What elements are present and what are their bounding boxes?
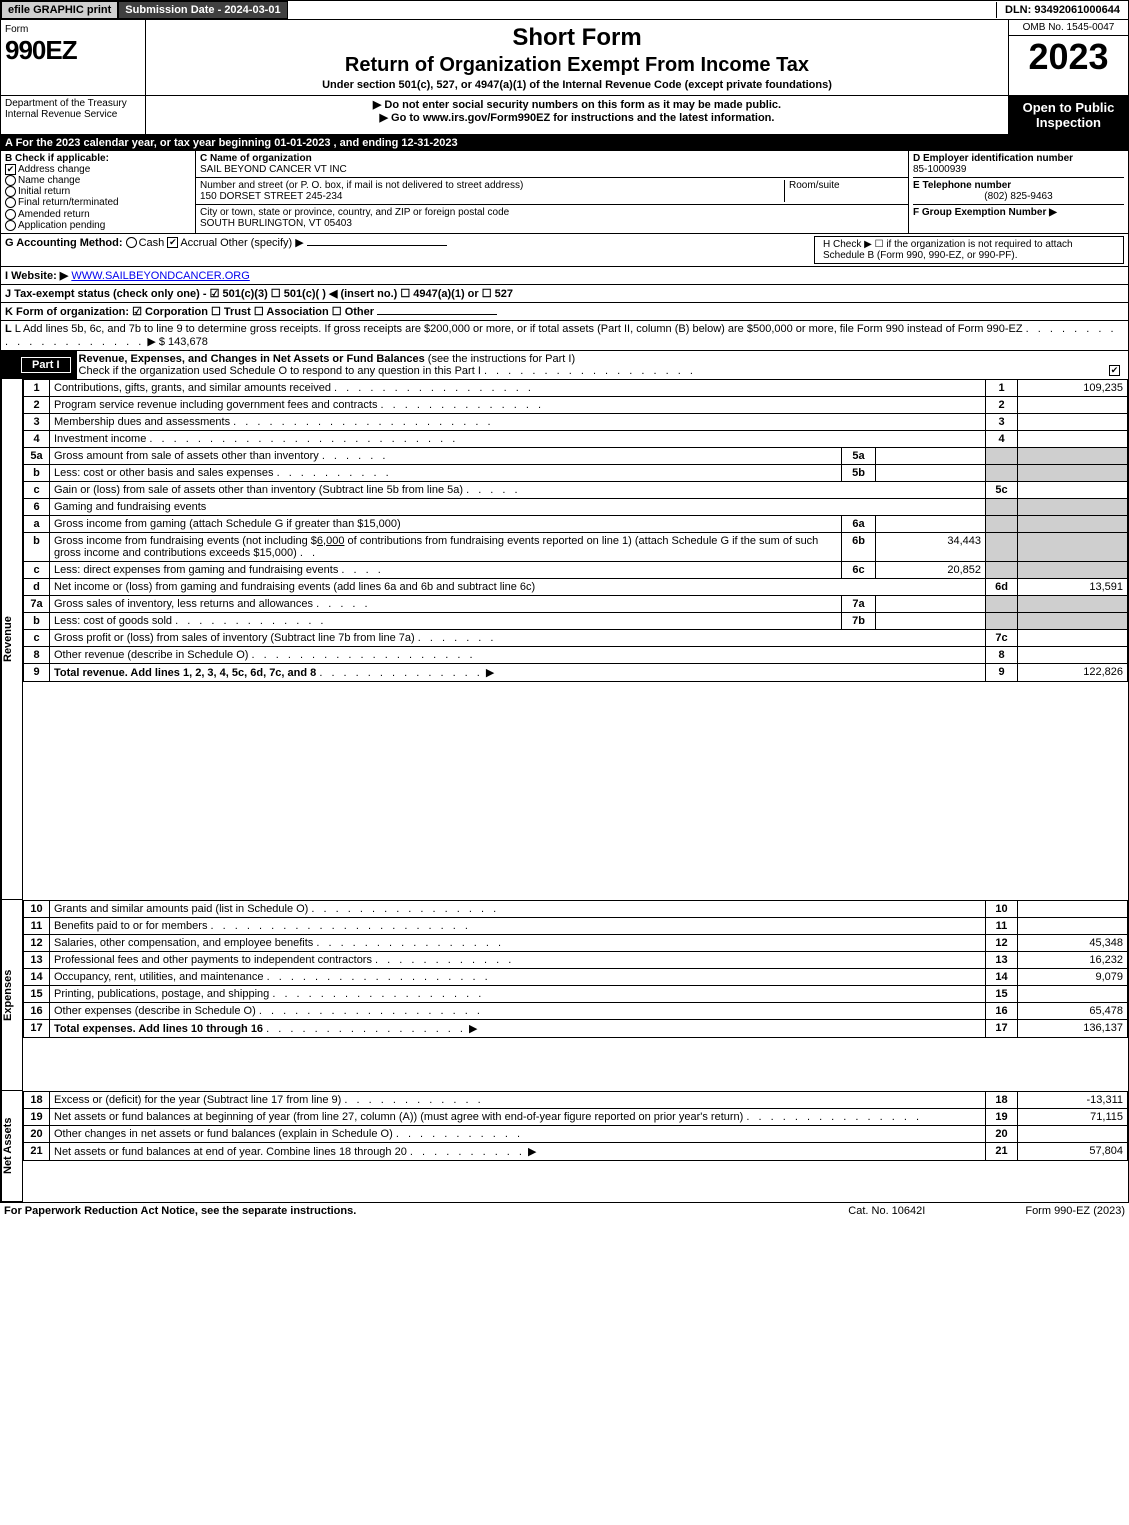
line-5b: bLess: cost or other basis and sales exp… bbox=[24, 464, 1128, 481]
line-14: 14Occupancy, rent, utilities, and mainte… bbox=[24, 968, 1128, 985]
line-5a: 5aGross amount from sale of assets other… bbox=[24, 447, 1128, 464]
radio-cash[interactable] bbox=[126, 237, 137, 248]
top-bar: efile GRAPHIC print Submission Date - 20… bbox=[1, 1, 1128, 20]
expenses-table: 10Grants and similar amounts paid (list … bbox=[23, 900, 1128, 1038]
line-9: 9Total revenue. Add lines 1, 2, 3, 4, 5c… bbox=[24, 663, 1128, 681]
line-13: 13Professional fees and other payments t… bbox=[24, 951, 1128, 968]
line-17: 17Total expenses. Add lines 10 through 1… bbox=[24, 1019, 1128, 1037]
line-6c: cLess: direct expenses from gaming and f… bbox=[24, 561, 1128, 578]
tax-year: 2023 bbox=[1009, 36, 1128, 78]
line-5c: cGain or (loss) from sale of assets othe… bbox=[24, 481, 1128, 498]
street-address: 150 DORSET STREET 245-234 bbox=[200, 191, 784, 202]
instructions-link[interactable]: ▶ Go to www.irs.gov/Form990EZ for instru… bbox=[148, 111, 1006, 124]
checkbox-initial-return[interactable] bbox=[5, 186, 16, 197]
line-19: 19Net assets or fund balances at beginni… bbox=[24, 1108, 1128, 1125]
section-i: I Website: ▶ WWW.SAILBEYONDCANCER.ORG bbox=[5, 269, 1124, 282]
short-form-title: Short Form bbox=[150, 24, 1004, 52]
section-h: H Check ▶ ☐ if the organization is not r… bbox=[814, 236, 1124, 264]
line-11: 11Benefits paid to or for members . . . … bbox=[24, 917, 1128, 934]
line-3: 3Membership dues and assessments . . . .… bbox=[24, 413, 1128, 430]
subtitle: Under section 501(c), 527, or 4947(a)(1)… bbox=[150, 79, 1004, 91]
line-6: 6Gaming and fundraising events bbox=[24, 498, 1128, 515]
section-j: J Tax-exempt status (check only one) - ☑… bbox=[5, 287, 1124, 300]
form-label: Form bbox=[5, 24, 141, 35]
checkbox-name-change[interactable] bbox=[5, 175, 16, 186]
part-i-header: Part I Revenue, Expenses, and Changes in… bbox=[1, 351, 1128, 379]
website-link[interactable]: WWW.SAILBEYONDCANCER.ORG bbox=[71, 270, 249, 282]
line-15: 15Printing, publications, postage, and s… bbox=[24, 985, 1128, 1002]
expenses-side-label: Expenses bbox=[2, 900, 14, 1090]
line-2: 2Program service revenue including gover… bbox=[24, 396, 1128, 413]
line-8: 8Other revenue (describe in Schedule O) … bbox=[24, 646, 1128, 663]
section-g: G Accounting Method: Cash Accrual Other … bbox=[5, 236, 810, 264]
line-4: 4Investment income . . . . . . . . . . .… bbox=[24, 430, 1128, 447]
line-1: 1Contributions, gifts, grants, and simil… bbox=[24, 379, 1128, 396]
line-a-tax-year: A For the 2023 calendar year, or tax yea… bbox=[1, 135, 1128, 151]
page-footer: For Paperwork Reduction Act Notice, see … bbox=[0, 1203, 1129, 1219]
org-name: SAIL BEYOND CANCER VT INC bbox=[200, 164, 904, 175]
ssn-warning: ▶ Do not enter social security numbers o… bbox=[148, 98, 1006, 111]
dln-label: DLN: 93492061000644 bbox=[996, 2, 1128, 18]
line-6d: dNet income or (loss) from gaming and fu… bbox=[24, 578, 1128, 595]
irs-label: Internal Revenue Service bbox=[5, 109, 141, 120]
open-to-public: Open to Public Inspection bbox=[1008, 96, 1128, 134]
line-6b: bGross income from fundraising events (n… bbox=[24, 532, 1128, 561]
section-l: L L Add lines 5b, 6c, and 7b to line 9 t… bbox=[5, 323, 1124, 348]
checkbox-address-change[interactable] bbox=[5, 164, 16, 175]
netassets-side-label: Net Assets bbox=[2, 1091, 14, 1201]
line-7b: bLess: cost of goods sold . . . . . . . … bbox=[24, 612, 1128, 629]
checkbox-amended[interactable] bbox=[5, 209, 16, 220]
netassets-table: 18Excess or (deficit) for the year (Subt… bbox=[23, 1091, 1128, 1161]
form-number: 990EZ bbox=[5, 35, 141, 66]
line-21: 21Net assets or fund balances at end of … bbox=[24, 1142, 1128, 1160]
line-12: 12Salaries, other compensation, and empl… bbox=[24, 934, 1128, 951]
phone-value: (802) 825-9463 bbox=[913, 191, 1124, 202]
line-7c: cGross profit or (loss) from sales of in… bbox=[24, 629, 1128, 646]
line-16: 16Other expenses (describe in Schedule O… bbox=[24, 1002, 1128, 1019]
line-18: 18Excess or (deficit) for the year (Subt… bbox=[24, 1091, 1128, 1108]
revenue-side-label: Revenue bbox=[2, 379, 14, 899]
section-c: C Name of organization SAIL BEYOND CANCE… bbox=[196, 151, 908, 233]
checkbox-app-pending[interactable] bbox=[5, 220, 16, 231]
line-6a: aGross income from gaming (attach Schedu… bbox=[24, 515, 1128, 532]
section-b: B Check if applicable: Address change Na… bbox=[1, 151, 196, 233]
dept-treasury: Department of the Treasury bbox=[5, 98, 141, 109]
ein-value: 85-1000939 bbox=[913, 164, 1124, 175]
checkbox-final-return[interactable] bbox=[5, 197, 16, 208]
city-state-zip: SOUTH BURLINGTON, VT 05403 bbox=[200, 218, 904, 229]
room-suite-label: Room/suite bbox=[784, 180, 904, 202]
revenue-table: 1Contributions, gifts, grants, and simil… bbox=[23, 379, 1128, 682]
efile-print-button[interactable]: efile GRAPHIC print bbox=[1, 1, 118, 19]
checkbox-schedule-o[interactable] bbox=[1109, 365, 1120, 376]
section-k: K Form of organization: ☑ Corporation ☐ … bbox=[5, 305, 1124, 318]
line-7a: 7aGross sales of inventory, less returns… bbox=[24, 595, 1128, 612]
section-def: D Employer identification number 85-1000… bbox=[908, 151, 1128, 233]
line-20: 20Other changes in net assets or fund ba… bbox=[24, 1125, 1128, 1142]
omb-number: OMB No. 1545-0047 bbox=[1009, 20, 1128, 36]
radio-accrual[interactable] bbox=[167, 237, 178, 248]
line-10: 10Grants and similar amounts paid (list … bbox=[24, 900, 1128, 917]
submission-date-button[interactable]: Submission Date - 2024-03-01 bbox=[118, 1, 287, 19]
main-title: Return of Organization Exempt From Incom… bbox=[150, 54, 1004, 77]
